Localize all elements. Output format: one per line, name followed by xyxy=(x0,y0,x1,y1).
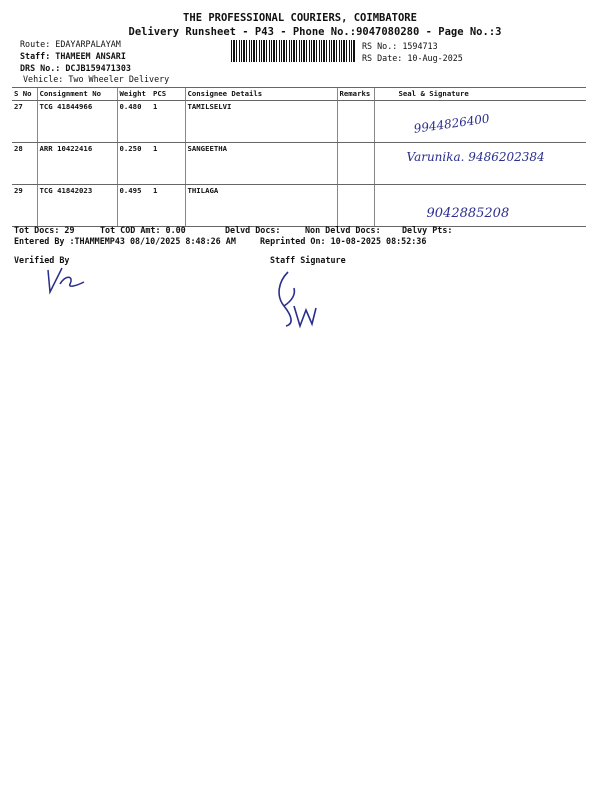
route: Route: EDAYARPALAYAM xyxy=(20,39,121,49)
reprinted-on: Reprinted On: 10-08-2025 08:52:36 xyxy=(260,236,427,246)
delvd-docs: Delvd Docs: xyxy=(225,225,281,235)
handwritten-signature: 9042885208 xyxy=(426,206,510,221)
consignment-no: TCG 41842023 xyxy=(36,184,117,227)
col-pcs: PCS xyxy=(151,87,185,101)
consignee: SANGEETHA xyxy=(184,142,337,185)
staff-signature xyxy=(278,271,317,329)
sno: 28 xyxy=(12,142,37,185)
weight: 0.480 xyxy=(116,100,151,143)
pcs: 1 xyxy=(151,184,185,227)
rs-number: RS No.: 1594713 xyxy=(362,41,438,51)
staff: Staff: THAMEEM ANSARI xyxy=(20,51,126,61)
runsheet-subtitle: Delivery Runsheet - P43 - Phone No.:9047… xyxy=(128,26,502,38)
barcode xyxy=(231,40,355,62)
signature-cell: Varunika. 9486202384 xyxy=(373,142,586,185)
sno: 29 xyxy=(12,184,37,227)
pcs: 1 xyxy=(151,142,185,185)
remarks xyxy=(336,184,374,227)
table-header: S No Consignment No Weight PCS Consignee… xyxy=(12,87,586,101)
col-consignee: Consignee Details xyxy=(184,87,337,101)
col-remarks: Remarks xyxy=(336,87,374,101)
delvy-pts: Delvy Pts: xyxy=(402,225,453,235)
table-row: 29 TCG 41842023 0.495 1 THILAGA 90428852… xyxy=(12,184,586,227)
weight: 0.495 xyxy=(116,184,151,227)
handwritten-signature: Varunika. 9486202384 xyxy=(406,150,545,164)
entered-by: Entered By :THAMMEMP43 08/10/2025 8:48:2… xyxy=(14,236,236,246)
company-title: THE PROFESSIONAL COURIERS, COIMBATORE xyxy=(183,12,417,24)
tot-cod-amt: Tot COD Amt: 0.00 xyxy=(100,225,186,235)
remarks xyxy=(336,142,374,185)
signature-cell: 9944826400 xyxy=(373,100,586,143)
sno: 27 xyxy=(12,100,37,143)
col-seal: Seal & Signature xyxy=(373,87,586,101)
consignee: THILAGA xyxy=(184,184,337,227)
vehicle: Vehicle: Two Wheeler Delivery xyxy=(23,74,170,84)
drs-number: DRS No.: DCJB159471303 xyxy=(20,63,131,73)
signature-cell: 9042885208 xyxy=(373,184,586,227)
non-delvd-docs: Non Delvd Docs: xyxy=(305,225,381,235)
col-consignment: Consignment No xyxy=(36,87,117,101)
remarks xyxy=(336,100,374,143)
verified-signature xyxy=(47,267,85,295)
col-sno: S No xyxy=(12,87,37,101)
pcs: 1 xyxy=(151,100,185,143)
staff-signature-label: Staff Signature xyxy=(270,255,346,265)
consignee: TAMILSELVI xyxy=(184,100,337,143)
consignment-no: TCG 41844966 xyxy=(36,100,117,143)
col-weight: Weight xyxy=(116,87,151,101)
rs-date: RS Date: 10-Aug-2025 xyxy=(362,53,463,63)
table-row: 27 TCG 41844966 0.480 1 TAMILSELVI 99448… xyxy=(12,100,586,143)
tot-docs: Tot Docs: 29 xyxy=(14,225,75,235)
weight: 0.250 xyxy=(116,142,151,185)
runsheet-table: S No Consignment No Weight PCS Consignee… xyxy=(12,87,586,227)
verified-by-label: Verified By xyxy=(14,255,70,265)
table-row: 28 ARR 10422416 0.250 1 SANGEETHA Varuni… xyxy=(12,142,586,185)
consignment-no: ARR 10422416 xyxy=(36,142,117,185)
handwritten-signature: 9944826400 xyxy=(412,111,490,136)
